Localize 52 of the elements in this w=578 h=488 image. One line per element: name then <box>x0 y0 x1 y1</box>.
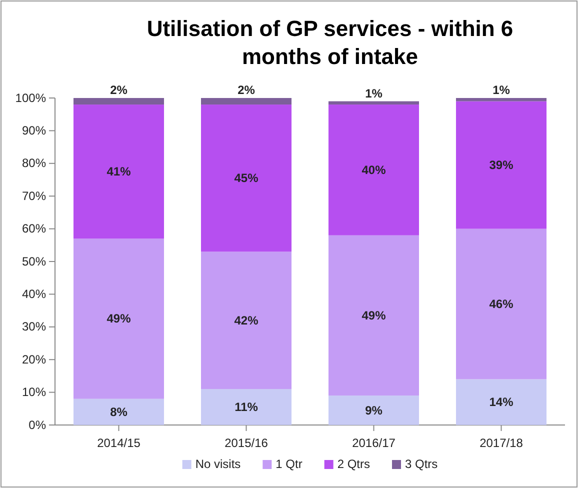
bar <box>328 104 420 236</box>
bar <box>200 104 292 252</box>
y-tick-label: 10% <box>22 385 46 400</box>
bar <box>456 228 547 380</box>
y-tick-label: 0% <box>28 418 46 432</box>
y-tick-label: 70% <box>22 188 46 203</box>
y-tick-label: 100% <box>15 90 46 105</box>
bar <box>328 235 420 396</box>
bar <box>73 98 164 105</box>
data-label: 49% <box>362 308 386 322</box>
data-label: 2% <box>238 83 256 97</box>
legend-label: 2 Qtrs <box>337 457 370 471</box>
data-label: 2% <box>110 83 128 97</box>
bar <box>328 396 420 425</box>
bar <box>200 252 292 390</box>
data-label: 49% <box>106 312 132 326</box>
data-label: 46% <box>489 297 514 312</box>
bar <box>456 98 547 102</box>
x-tick-label: 2015/16 <box>224 436 268 450</box>
data-label: 14% <box>489 395 514 410</box>
data-label: 8% <box>110 404 128 419</box>
data-label: 41% <box>106 164 132 179</box>
y-tick-label: 40% <box>22 287 46 302</box>
legend-label: 1 Qtr <box>276 457 302 471</box>
x-tick-label: 2014/15 <box>97 436 141 450</box>
y-tick-label: 20% <box>22 352 46 366</box>
data-label: 40% <box>362 162 386 177</box>
data-label: 39% <box>489 158 514 172</box>
bar <box>200 389 292 425</box>
legend-label: 3 Qtrs <box>405 457 438 471</box>
data-label: 42% <box>234 313 259 328</box>
bar <box>200 98 292 105</box>
chart-title: Utilisation of GP services - within 6 months of intake <box>146 16 514 69</box>
x-tick-label: 2017/18 <box>480 436 524 450</box>
data-label: 1% <box>365 86 383 100</box>
bar <box>456 379 547 425</box>
y-tick-label: 30% <box>22 320 46 334</box>
data-label: 11% <box>234 400 258 414</box>
y-tick-label: 60% <box>22 222 46 236</box>
y-tick-label: 80% <box>22 156 46 170</box>
data-label: 1% <box>492 83 510 97</box>
bar <box>73 398 164 425</box>
bar <box>456 101 547 229</box>
data-label: 45% <box>234 171 259 186</box>
bar <box>73 104 164 239</box>
x-tick-label: 2016/17 <box>352 436 396 450</box>
bar <box>73 238 164 399</box>
bar <box>328 101 420 105</box>
y-tick-label: 50% <box>22 254 46 268</box>
data-label: 9% <box>365 403 383 418</box>
y-tick-label: 90% <box>22 124 46 138</box>
legend-label: No visits <box>195 457 241 471</box>
